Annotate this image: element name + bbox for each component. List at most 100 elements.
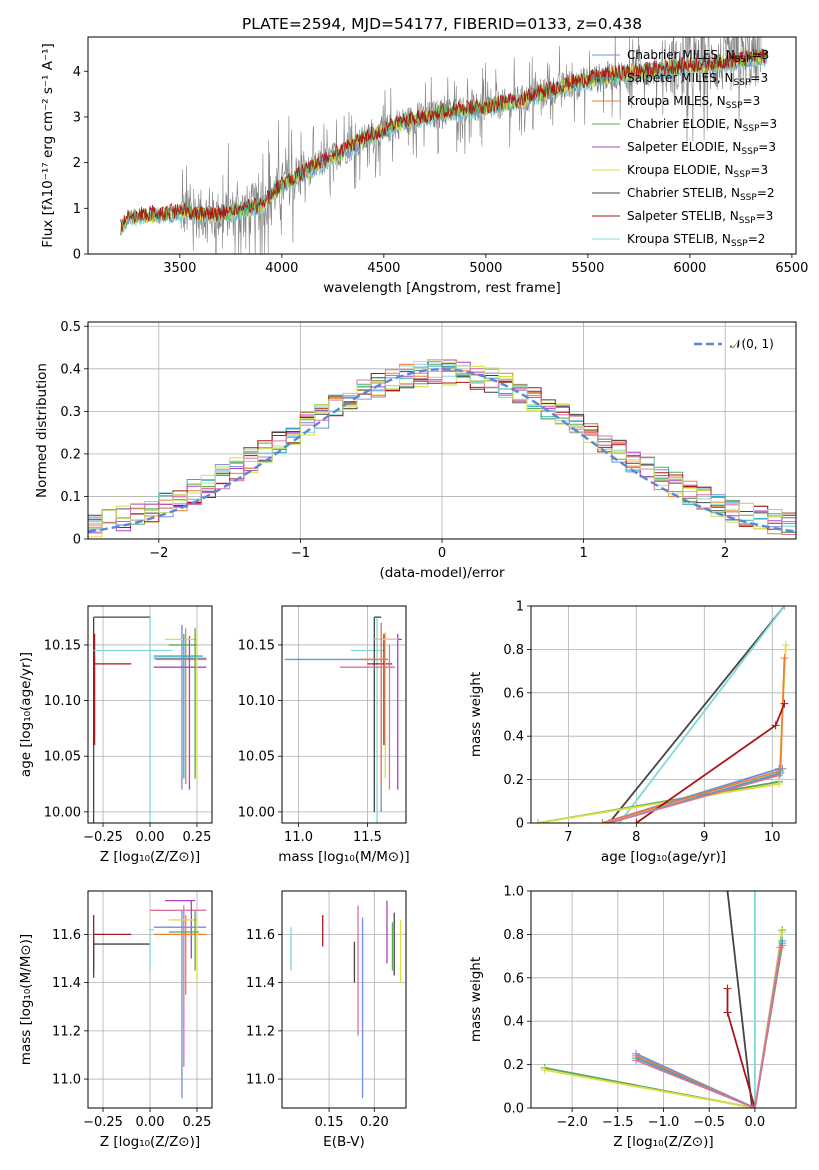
x-tick-label: 10 [764, 830, 781, 845]
weight-point-marker [778, 928, 787, 937]
legend-nssp: =3 [743, 94, 761, 108]
y-tick-label: 10.10 [44, 694, 81, 709]
plot-frame [87, 36, 797, 255]
legend-nssp: =2 [748, 232, 766, 246]
model-spectrum-line [120, 48, 768, 232]
y-tick-label: 0.8 [503, 928, 524, 943]
y-tick-label: 10.15 [238, 638, 275, 653]
legend-label: Salpeter MILES, NSSP=3 [627, 71, 768, 88]
y-tick-label: 0.0 [503, 1102, 524, 1117]
y-tick-label: 0.8 [503, 643, 524, 658]
y-tick-label: 4 [73, 65, 81, 80]
x-tick-label: −1.5 [602, 1115, 634, 1130]
x-tick-label: 11.0 [284, 830, 313, 845]
y-tick-label: 11.2 [246, 1024, 275, 1039]
y-tick-label: 0.2 [503, 773, 524, 788]
legend-subscript: SSP [740, 193, 757, 203]
x-tick-label: 0.00 [136, 1115, 165, 1130]
weight-point-marker [723, 891, 732, 895]
x-axis-label: Z [log₁₀(Z/Z⊙)] [100, 849, 200, 865]
age-vs-mass-panel: 11.0 11.5 10.00 10.05 10.10 10.15 mass [log₁₀(… [238, 605, 410, 865]
y-tick-label: 11.0 [246, 1073, 275, 1088]
x-tick-label: −1.0 [648, 1115, 680, 1130]
weight-point-marker [780, 699, 789, 708]
weight-series-line [726, 891, 753, 1108]
y-tick-label: 10.05 [238, 750, 275, 765]
legend-nssp: =3 [752, 48, 770, 62]
mass-vs-metallicity-panel: −0.25 0.00 0.25 11.0 11.2 11.4 11.6 Z [log₁₀(Z/… [18, 890, 213, 1150]
plot-frame [87, 605, 213, 824]
legend-label: Chabrier STELIB, NSSP=2 [627, 186, 775, 203]
chart-title: PLATE=2594, MJD=54177, FIBERID=0133, z=0… [242, 15, 642, 33]
x-tick-label: 0 [438, 546, 446, 561]
y-tick-label: 0 [73, 533, 81, 548]
y-tick-label: 0.3 [60, 405, 81, 420]
weight-series-line [608, 774, 780, 823]
y-tick-label: 10.00 [238, 805, 275, 820]
x-tick-label: 2 [721, 546, 729, 561]
y-tick-label: 0.6 [503, 971, 524, 986]
legend-label: Chabrier MILES, NSSP=3 [627, 48, 769, 65]
weight-point-marker [748, 1104, 757, 1108]
x-tick-label: 0.0 [745, 1115, 766, 1130]
weight-point-marker [775, 771, 784, 780]
mass-vs-ebv-panel: 0.15 0.20 11.0 11.2 11.4 11.6 E(B-V) [246, 890, 407, 1150]
x-tick-label: −0.5 [693, 1115, 725, 1130]
plot-frame [281, 890, 407, 1109]
x-tick-label: 0.25 [182, 830, 211, 845]
y-tick-label: 10.15 [44, 638, 81, 653]
y-axis-label: Flux [fλ10⁻¹⁷ erg cm⁻² s⁻¹ A⁻¹] [40, 43, 56, 248]
x-tick-label: 0.20 [360, 1115, 389, 1130]
weight-point-marker [775, 779, 784, 788]
legend-subscript: SSP [739, 216, 756, 226]
model-spectrum-line [120, 50, 768, 235]
legend-label: 𝒩(0, 1) [730, 337, 774, 351]
y-tick-label: 11.6 [52, 928, 81, 943]
y-tick-label: 0.1 [60, 490, 81, 505]
y-tick-label: 0.4 [503, 1015, 524, 1030]
legend-label: Salpeter ELODIE, NSSP=3 [627, 140, 776, 157]
legend-label: Kroupa STELIB, NSSP=2 [627, 232, 765, 249]
y-tick-label: 0.2 [503, 1058, 524, 1073]
y-tick-label: 10.00 [44, 805, 81, 820]
weight-series-line [537, 645, 787, 823]
gaussian-reference-curve [87, 368, 797, 533]
y-tick-label: 11.2 [52, 1024, 81, 1039]
y-tick-label: 1 [516, 600, 524, 615]
legend-subscript: SSP [743, 124, 760, 134]
y-axis-label: mass weight [468, 957, 484, 1042]
x-tick-label: 6500 [775, 261, 808, 276]
legend-nssp: =3 [758, 140, 776, 154]
weight-point-marker [771, 721, 780, 730]
y-tick-label: 0.2 [60, 447, 81, 462]
x-axis-label: E(B-V) [323, 1134, 365, 1150]
x-tick-label: 4500 [367, 261, 400, 276]
x-tick-label: 0.25 [182, 1115, 211, 1130]
legend-nssp: =3 [759, 117, 777, 131]
plot-frame [530, 890, 797, 1109]
x-axis-label: (data-model)/error [379, 565, 505, 581]
residual-histogram [88, 371, 796, 530]
legend-label: Salpeter STELIB, NSSP=3 [627, 209, 773, 226]
legend-subscript: SSP [741, 147, 758, 157]
x-tick-label: 0.15 [315, 1115, 344, 1130]
x-tick-label: 4000 [265, 261, 298, 276]
legend-subscript: SSP [734, 170, 751, 180]
legend-nssp: =3 [756, 209, 774, 223]
x-tick-label: −1 [291, 546, 310, 561]
x-tick-label: 8 [632, 830, 640, 845]
legend-subscript: SSP [735, 55, 752, 65]
weight-point-marker [598, 819, 607, 823]
y-tick-label: 0.5 [60, 320, 81, 335]
legend-subscript: SSP [731, 239, 748, 249]
x-tick-label: 0.00 [136, 830, 165, 845]
weight-series-line [618, 606, 786, 823]
weight-series-line [635, 947, 782, 1108]
weight-series-line [608, 606, 786, 823]
x-tick-label: −2.0 [556, 1115, 588, 1130]
residual-histogram [88, 368, 796, 535]
plot-frame [281, 605, 407, 824]
y-tick-label: 0.4 [60, 362, 81, 377]
spectrum-panel: 3500 4000 4500 5000 5500 6000 6500 0 1 2 3 4 wavelen… [40, 15, 808, 296]
